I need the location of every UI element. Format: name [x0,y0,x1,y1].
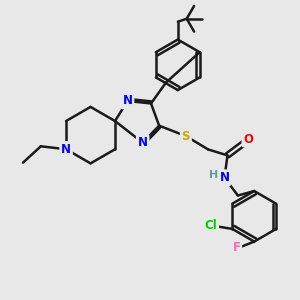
Text: H: H [208,170,218,180]
Text: S: S [182,130,190,142]
Text: N: N [122,94,133,107]
Text: F: F [232,241,240,254]
Text: N: N [61,143,71,156]
Text: N: N [138,136,148,149]
Text: N: N [220,171,230,184]
Text: Cl: Cl [205,220,217,232]
Text: O: O [243,133,253,146]
